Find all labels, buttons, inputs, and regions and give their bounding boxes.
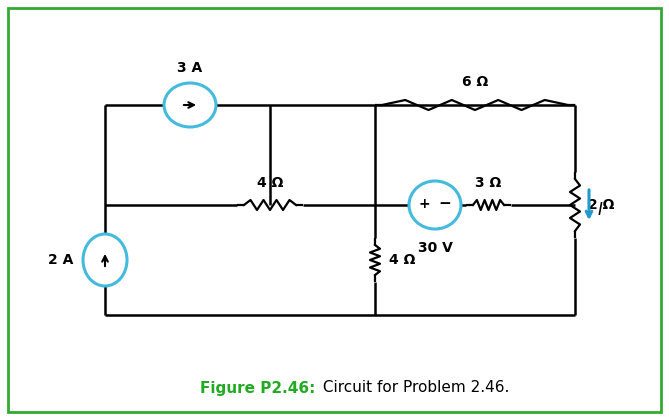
Text: 3 Ω: 3 Ω [475,176,501,190]
Ellipse shape [164,83,216,127]
Text: $I$: $I$ [597,201,603,219]
Text: 4 Ω: 4 Ω [257,176,283,190]
Text: 6 Ω: 6 Ω [462,75,488,89]
Text: 2 A: 2 A [47,253,73,267]
Text: Figure P2.46:: Figure P2.46: [200,381,315,396]
Text: 3 A: 3 A [177,61,203,75]
Ellipse shape [409,181,461,229]
FancyBboxPatch shape [8,8,661,412]
Text: −: − [439,197,452,212]
Text: +: + [418,197,429,211]
Text: 2 Ω: 2 Ω [588,198,614,212]
Ellipse shape [83,234,127,286]
Text: Circuit for Problem 2.46.: Circuit for Problem 2.46. [318,381,509,396]
Text: 4 Ω: 4 Ω [389,253,415,267]
Text: 30 V: 30 V [417,241,452,255]
